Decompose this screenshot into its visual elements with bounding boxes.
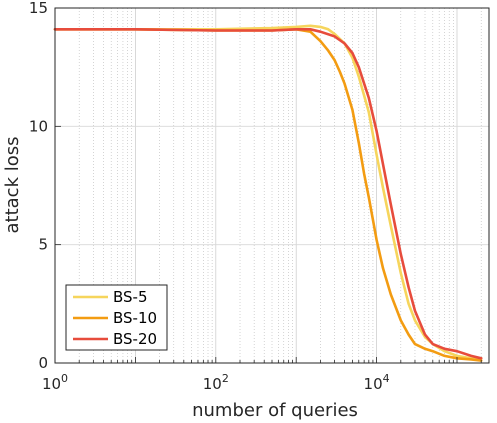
- legend-label: BS-10: [113, 309, 157, 327]
- x-tick-base: 10: [364, 375, 383, 393]
- y-tick-label: 0: [38, 354, 48, 372]
- x-tick-base: 10: [203, 375, 222, 393]
- legend: BS-5 BS-10 BS-20: [65, 284, 168, 351]
- series-layer: [53, 24, 483, 362]
- legend-label: BS-20: [113, 330, 157, 348]
- x-tick-label: 102: [203, 372, 229, 393]
- x-tick-label: 104: [364, 372, 390, 393]
- legend-label: BS-5: [113, 288, 148, 306]
- y-tick-label: 5: [38, 236, 48, 254]
- y-tick-label: 15: [29, 0, 48, 17]
- x-tick-label: 100: [42, 372, 68, 393]
- x-tick-exponent: 0: [61, 372, 68, 385]
- series-line: [53, 27, 483, 360]
- x-tick-exponent: 4: [383, 372, 390, 385]
- y-tick-label: 10: [29, 117, 48, 135]
- x-tick-base: 10: [42, 375, 61, 393]
- x-tick-exponent: 2: [222, 372, 229, 385]
- x-axis-label: number of queries: [192, 400, 358, 421]
- y-axis-label: attack loss: [2, 137, 23, 234]
